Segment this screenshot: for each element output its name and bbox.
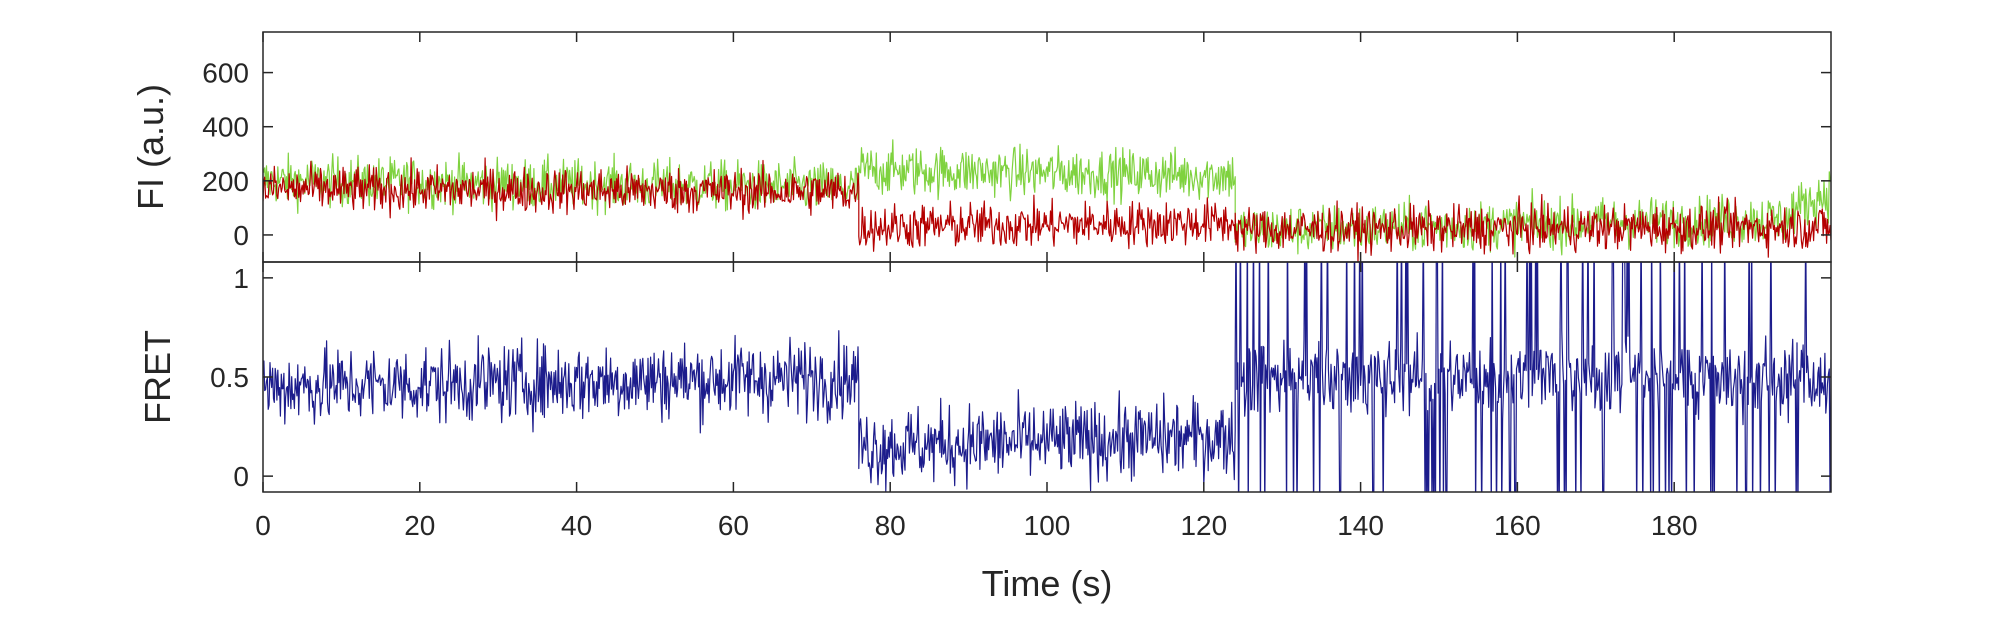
time-x-axis-label: Time (s) — [982, 563, 1113, 604]
fluorescence-y-axis-label: FI (a.u.) — [130, 84, 171, 210]
x-tick-label: 0 — [255, 510, 271, 541]
acceptor-trace — [263, 157, 1831, 262]
x-tick-label: 120 — [1180, 510, 1227, 541]
x-tick-label: 160 — [1494, 510, 1541, 541]
fret-traces — [263, 262, 1831, 492]
x-tick-label: 180 — [1651, 510, 1698, 541]
x-tick-label: 60 — [718, 510, 749, 541]
fret-y-ticks: 00.51 — [210, 263, 1831, 492]
x-tick-label: 40 — [561, 510, 592, 541]
fluorescence-x-ticks — [262, 32, 1675, 262]
fret-x-ticks: 0 20 40 60 80 100 120 140 160 180 — [255, 262, 1698, 541]
fluorescence-traces — [263, 139, 1831, 262]
y-tick-label: 200 — [202, 166, 249, 197]
x-tick-label: 100 — [1024, 510, 1071, 541]
y-tick-label: 400 — [202, 112, 249, 143]
fret-trace — [263, 262, 1831, 492]
fluorescence-panel: 0 200 400 600 FI (a.u.) — [130, 31, 1832, 263]
y-tick-label: 0.5 — [210, 362, 249, 393]
y-tick-label: 0 — [233, 461, 249, 492]
y-tick-label: 1 — [233, 263, 249, 294]
x-tick-label: 20 — [404, 510, 435, 541]
fluorescence-axes-frame — [262, 31, 1832, 263]
fret-y-axis-label: FRET — [137, 330, 178, 424]
y-tick-label: 600 — [202, 58, 249, 89]
y-tick-label: 0 — [233, 220, 249, 251]
x-tick-label: 80 — [875, 510, 906, 541]
fluorescence-y-ticks: 0 200 400 600 — [202, 58, 1831, 251]
x-tick-label: 140 — [1337, 510, 1384, 541]
fret-panel: 00.51 0 20 40 60 80 100 120 140 160 180 FRET Time… — [137, 261, 1832, 604]
donor-trace — [263, 139, 1831, 258]
